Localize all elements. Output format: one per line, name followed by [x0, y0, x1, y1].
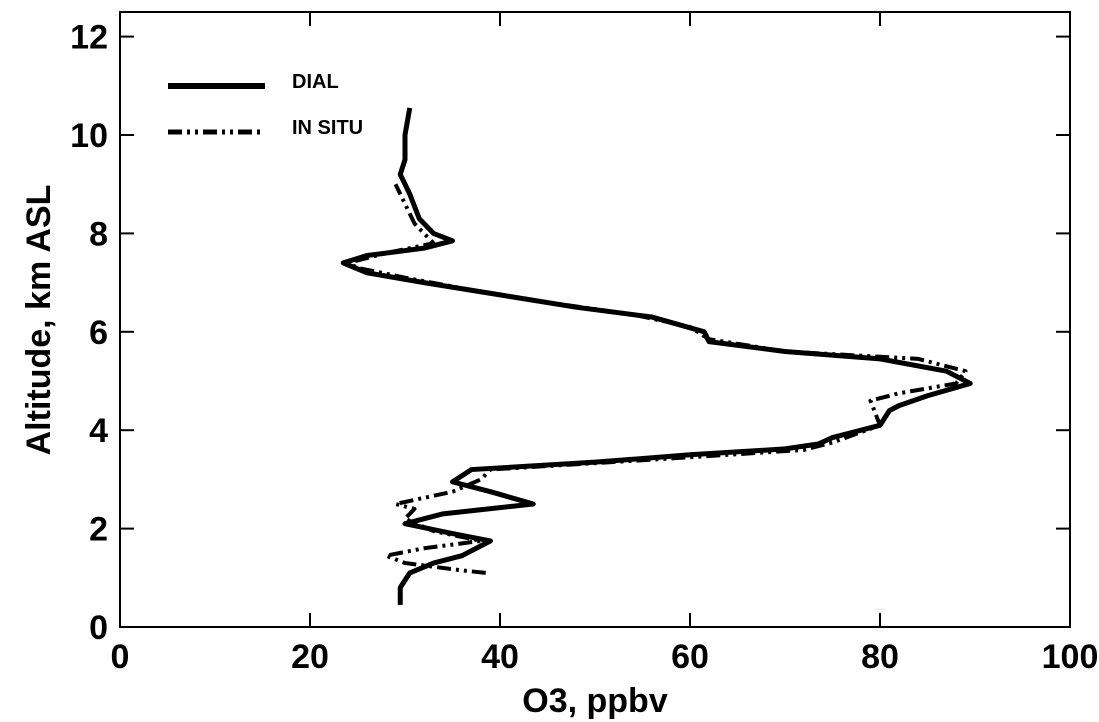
x-tick-label: 20: [291, 638, 329, 676]
x-tick-label: 0: [111, 638, 130, 676]
data-line: [340, 107, 973, 605]
y-tick-label: 10: [70, 117, 108, 155]
y-axis-label: Altitude, km ASL: [20, 185, 58, 456]
x-tick-label: 40: [481, 638, 519, 676]
y-tick-label: 6: [89, 314, 108, 352]
y-tick-label: 4: [89, 412, 108, 450]
y-tick-label: 12: [70, 19, 108, 57]
x-tick-label: 100: [1042, 638, 1099, 676]
x-tick-label: 80: [861, 638, 899, 676]
legend-label: IN SITU: [292, 117, 363, 139]
legend-label: DIAL: [292, 71, 339, 93]
y-tick-label: 8: [89, 215, 108, 253]
data-line: [346, 183, 968, 575]
y-tick-label: 0: [89, 609, 108, 647]
plot-frame: [119, 11, 1071, 628]
y-tick-label: 2: [89, 511, 108, 549]
x-axis-label: O3, ppbv: [522, 682, 668, 720]
x-tick-label: 60: [671, 638, 709, 676]
